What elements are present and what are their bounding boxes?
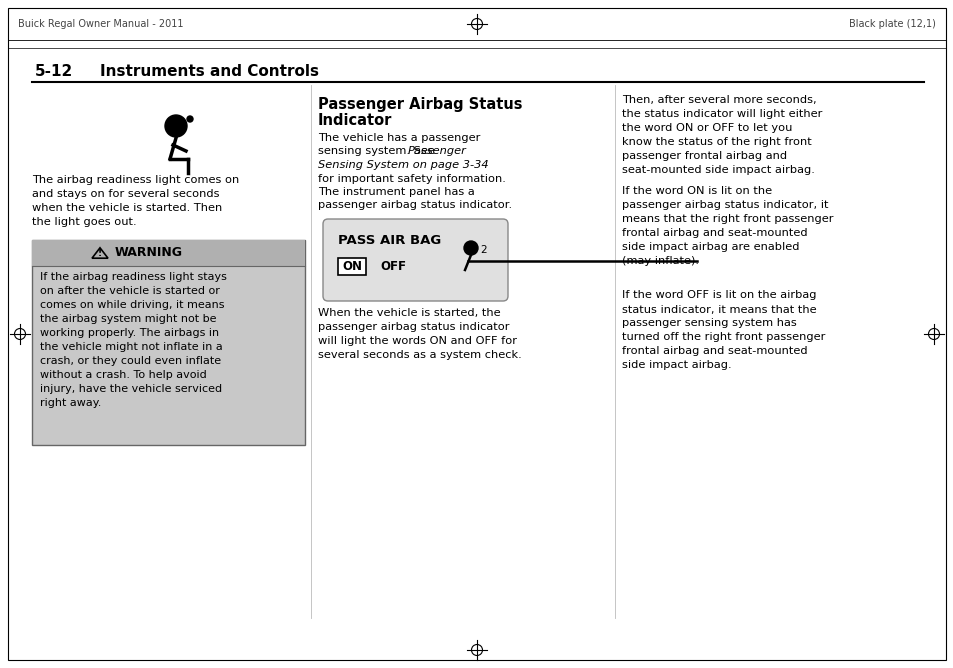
Text: Buick Regal Owner Manual - 2011: Buick Regal Owner Manual - 2011 [18,19,183,29]
Text: Sensing System on page 3-34: Sensing System on page 3-34 [317,160,488,170]
Text: WARNING: WARNING [115,246,183,259]
Text: Black plate (12,1): Black plate (12,1) [848,19,935,29]
Text: 5-12: 5-12 [35,65,73,79]
Text: If the word ON is lit on the
passenger airbag status indicator, it
means that th: If the word ON is lit on the passenger a… [621,186,833,266]
Text: The vehicle has a passenger: The vehicle has a passenger [317,133,480,143]
Text: The airbag readiness light comes on
and stays on for several seconds
when the ve: The airbag readiness light comes on and … [32,175,239,227]
Text: !: ! [98,250,102,259]
FancyBboxPatch shape [323,219,507,301]
Text: Passenger Airbag Status: Passenger Airbag Status [317,97,522,112]
Text: for important safety information.: for important safety information. [317,174,505,184]
Text: The instrument panel has a: The instrument panel has a [317,187,475,197]
Bar [32,240,305,445]
Text: Indicator: Indicator [317,113,392,128]
Text: ON: ON [341,260,361,273]
Bar [32,240,305,266]
Bar [337,258,366,275]
Text: When the vehicle is started, the
passenger airbag status indicator
will light th: When the vehicle is started, the passeng… [317,308,521,360]
Text: Then, after several more seconds,
the status indicator will light either
the wor: Then, after several more seconds, the st… [621,95,821,175]
Circle shape [165,115,187,137]
Circle shape [187,116,193,122]
Text: PASS AIR BAG: PASS AIR BAG [337,234,441,247]
Text: If the airbag readiness light stays
on after the vehicle is started or
comes on : If the airbag readiness light stays on a… [40,272,227,408]
Text: OFF: OFF [379,260,406,273]
Text: Passenger: Passenger [408,146,466,156]
Circle shape [463,241,477,255]
Text: 2: 2 [479,245,486,255]
Text: Instruments and Controls: Instruments and Controls [100,65,318,79]
Text: passenger airbag status indicator.: passenger airbag status indicator. [317,200,512,210]
Text: sensing system. See: sensing system. See [317,146,438,156]
Text: If the word OFF is lit on the airbag
status indicator, it means that the
passeng: If the word OFF is lit on the airbag sta… [621,291,824,371]
